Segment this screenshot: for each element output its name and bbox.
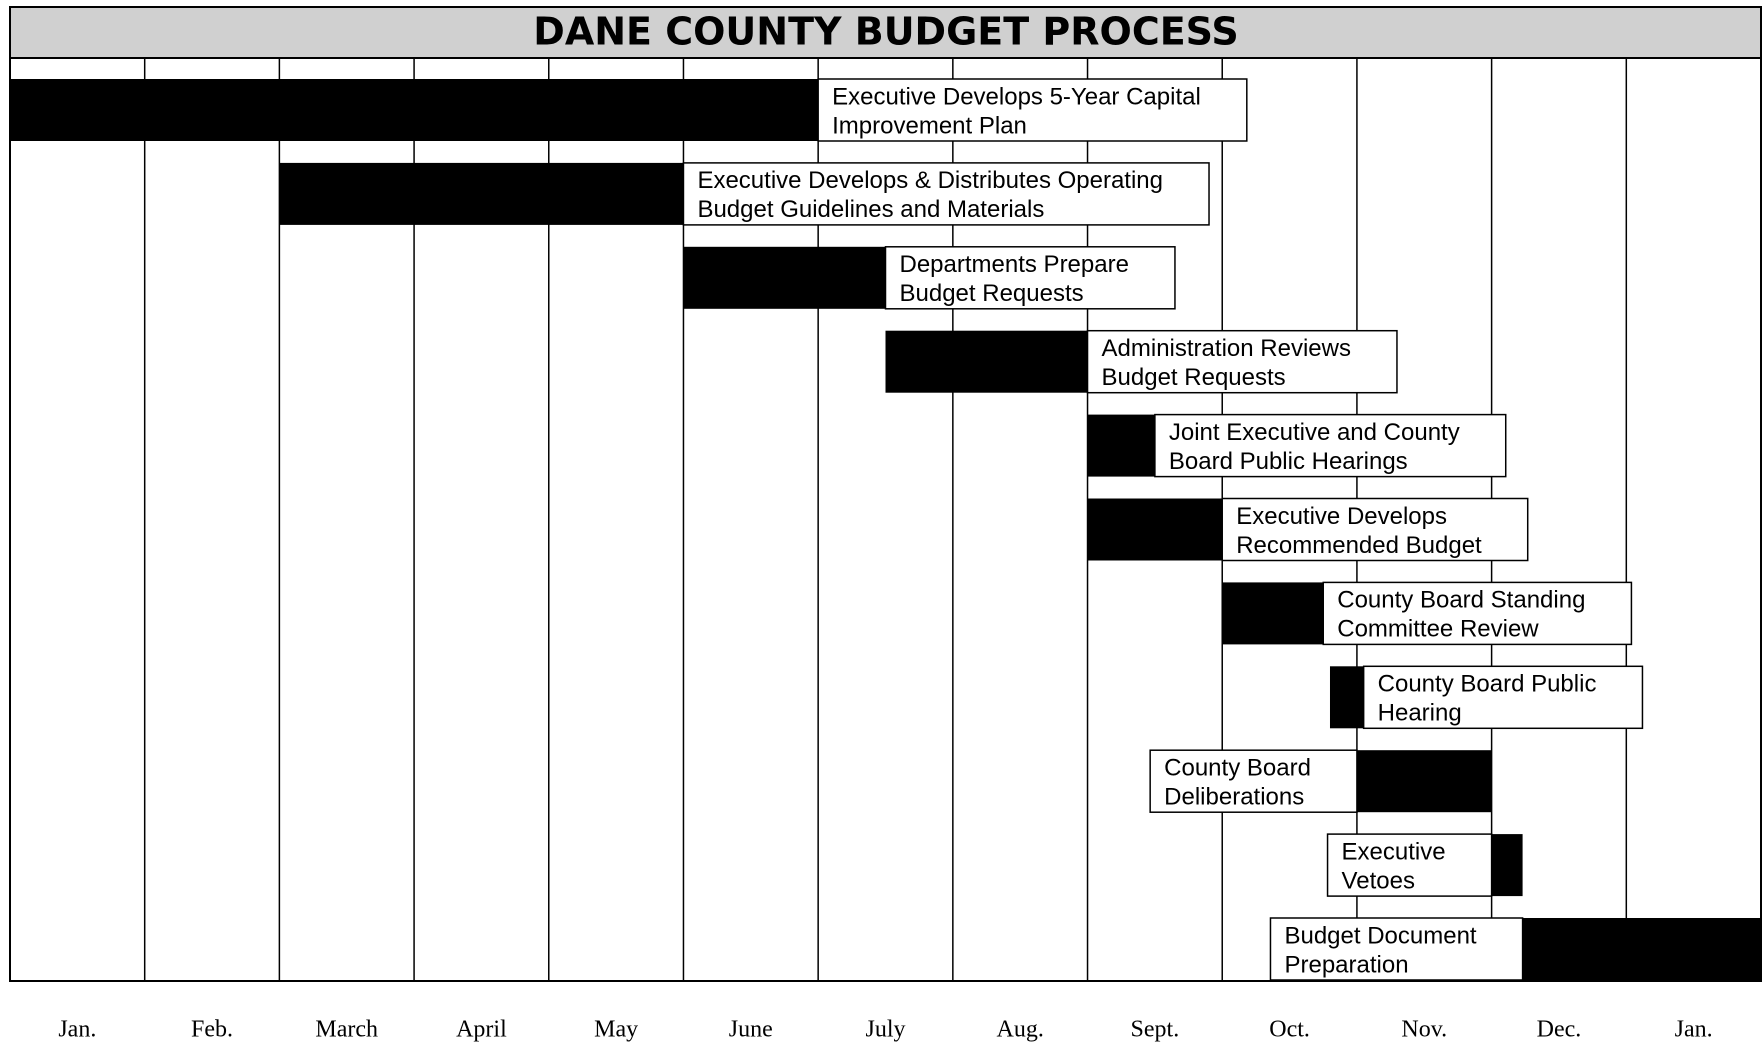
month-label: July: [865, 1017, 905, 1043]
task-label: Joint Executive and County: [1169, 419, 1460, 446]
task-label: Budget Requests: [1102, 364, 1286, 391]
task-label: Preparation: [1284, 951, 1408, 978]
task-label: Executive Develops 5-Year Capital: [832, 83, 1201, 110]
task-label: Budget Guidelines and Materials: [697, 196, 1044, 223]
month-label: March: [315, 1017, 378, 1043]
task-label-box: [1086, 329, 1398, 394]
task-label: Departments Prepare: [900, 251, 1129, 278]
task-label: Executive Develops & Distributes Operati…: [697, 167, 1163, 194]
month-label: Jan.: [58, 1017, 96, 1043]
title-bar: [9, 6, 1762, 59]
task-label-box: [884, 246, 1176, 310]
task-label: Administration Reviews: [1102, 335, 1351, 362]
task-label: Recommended Budget: [1236, 532, 1482, 559]
task-label: Committee Review: [1337, 616, 1539, 643]
task-label: Board Public Hearings: [1169, 448, 1408, 475]
task-bar: [1087, 498, 1223, 561]
month-label: May: [594, 1017, 638, 1043]
task-label: Vetoes: [1342, 867, 1415, 894]
task-label-box: [682, 162, 1210, 226]
task-bar: [1491, 834, 1523, 897]
month-label: Feb.: [191, 1017, 233, 1043]
month-label: April: [456, 1017, 507, 1043]
task-bar: [10, 79, 819, 141]
month-label: Dec.: [1537, 1017, 1582, 1043]
task-label-box: [1221, 497, 1529, 562]
task-label-box: [817, 78, 1248, 142]
task-bar: [279, 162, 684, 225]
task-bar: [885, 330, 1088, 393]
month-label: Sept.: [1131, 1017, 1180, 1043]
task-label: County Board Public: [1378, 671, 1597, 698]
month-label: Aug.: [997, 1017, 1044, 1043]
task-bar: [683, 246, 886, 309]
month-label: June: [729, 1017, 773, 1043]
task-label: Executive: [1342, 838, 1446, 865]
task-label: Budget Requests: [900, 280, 1084, 307]
task-bar: [1522, 918, 1761, 980]
task-label: Budget Document: [1284, 922, 1476, 949]
task-label: County Board Standing: [1337, 587, 1585, 614]
task-label-box: [1362, 665, 1644, 730]
task-bar: [1356, 750, 1492, 813]
task-label: Hearing: [1378, 700, 1462, 727]
task-bar: [1222, 582, 1324, 645]
task-label-box: [1154, 413, 1507, 478]
task-label: County Board: [1164, 755, 1311, 782]
task-label: Improvement Plan: [832, 112, 1027, 139]
month-label: Oct.: [1269, 1017, 1310, 1043]
chart-title: DANE COUNTY BUDGET PROCESS: [533, 10, 1238, 54]
month-label: Jan.: [1675, 1017, 1713, 1043]
task-label: Deliberations: [1164, 784, 1304, 811]
month-label: Nov.: [1401, 1017, 1447, 1043]
task-bar: [1329, 666, 1364, 729]
frame: [9, 57, 1762, 982]
task-bar: [1087, 414, 1155, 477]
task-label: Executive Develops: [1236, 503, 1447, 530]
task-label-box: [1149, 749, 1358, 813]
task-label-box: [1269, 917, 1524, 981]
